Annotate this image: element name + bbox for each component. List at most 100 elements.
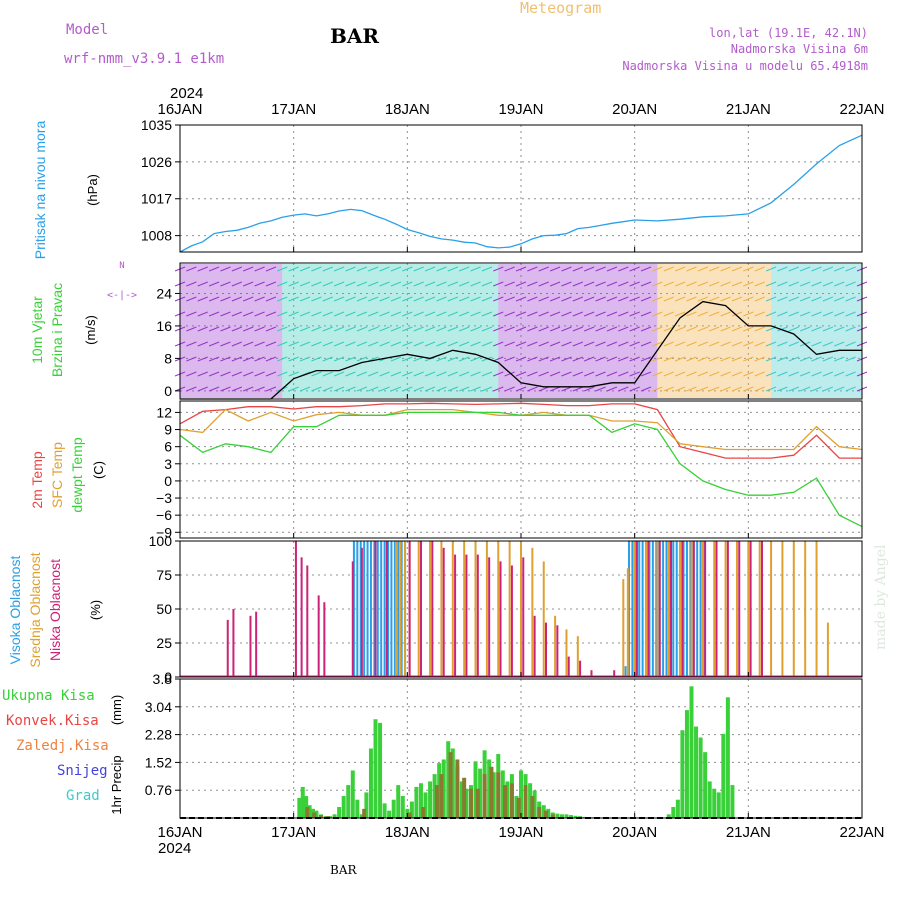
cloud-bar <box>672 541 675 677</box>
wind-barb <box>436 371 447 377</box>
wind-barb <box>686 386 697 392</box>
wind-barb <box>640 356 652 362</box>
cloud-bar <box>631 541 634 677</box>
wind-barb <box>243 266 254 272</box>
cloud-bar <box>681 541 684 677</box>
wind-barb <box>288 326 299 332</box>
cloud-bar <box>655 541 658 677</box>
wind-barb <box>243 356 254 362</box>
wind-barb <box>288 311 299 317</box>
wind-barb <box>538 281 549 287</box>
wind-barb <box>538 326 549 332</box>
station-title: BAR <box>330 24 379 48</box>
wind-barb <box>481 371 493 377</box>
precip-bar <box>550 814 555 818</box>
cloud-bar <box>352 541 355 677</box>
wind-barb <box>731 326 743 332</box>
cloud-ylabel: Visoka Oblacnost <box>7 556 23 665</box>
precip-bar <box>694 726 699 818</box>
wind-barb <box>379 296 390 302</box>
wind-barb <box>799 266 811 272</box>
wind-barb <box>322 296 333 302</box>
precip-bar <box>532 790 537 818</box>
wind-barb <box>527 266 538 272</box>
precip-bar <box>519 770 523 818</box>
y-tick-label: 6 <box>164 439 172 455</box>
wind-barb <box>515 356 527 362</box>
precip-bar <box>382 803 387 818</box>
cloud-bar <box>758 541 761 677</box>
wind-barb <box>504 386 515 392</box>
wind-barb <box>493 281 504 287</box>
wind-barb <box>674 341 686 347</box>
wind-barb <box>788 371 799 377</box>
cloud-bar <box>576 636 579 677</box>
wind-barb <box>231 386 243 392</box>
precip-bar <box>707 781 712 818</box>
wind-barb <box>652 341 663 347</box>
wind-barb <box>379 281 390 287</box>
wind-barb <box>299 311 311 317</box>
wind-barb <box>368 341 379 347</box>
cloud-bar <box>232 609 235 677</box>
precip-bar <box>496 772 501 818</box>
precip-bar <box>318 815 323 818</box>
y-tick-label: 100 <box>149 533 173 549</box>
wind-barb <box>243 311 254 317</box>
wind-speed-line <box>180 300 862 400</box>
wind-barb <box>743 311 754 317</box>
precip-bar <box>468 788 473 818</box>
cloud-bar <box>613 670 616 677</box>
wind-barb <box>618 341 629 347</box>
cloud-bar <box>704 541 707 677</box>
cloud-bar <box>510 565 513 677</box>
cloud-bar <box>792 541 795 677</box>
wind-barb <box>220 371 231 377</box>
wind-barb <box>731 341 743 347</box>
precip-bar <box>514 796 519 818</box>
precip-bar <box>307 805 312 818</box>
wind-barb <box>493 371 504 377</box>
wind-barb <box>572 296 584 302</box>
precip-bar <box>489 766 494 818</box>
wind-barb <box>595 281 606 287</box>
wind-barb <box>220 386 231 392</box>
cloud-bar <box>306 565 309 677</box>
wind-barb <box>663 296 674 302</box>
wind-barb <box>777 371 788 377</box>
wind-barb <box>640 326 652 332</box>
wind-barb <box>618 326 629 332</box>
wind-barb <box>686 371 697 377</box>
wind-barb <box>515 326 527 332</box>
precip-bar <box>698 737 703 818</box>
wind-barb <box>811 371 822 377</box>
cloud-bar <box>699 541 702 677</box>
wind-barb <box>322 326 333 332</box>
wind-barb <box>754 311 765 317</box>
cloud-bar <box>488 557 491 677</box>
y-tick-label: 12 <box>156 404 172 420</box>
wind-barb <box>765 356 777 362</box>
wind-barb <box>504 341 515 347</box>
wind-barb <box>265 326 277 332</box>
wind-barb <box>538 386 549 392</box>
wind-barb <box>322 341 333 347</box>
cloud-bar <box>735 541 738 677</box>
wind-barb <box>538 311 549 317</box>
cloud-bar <box>682 541 685 677</box>
precip-bar <box>332 814 337 818</box>
wind-barb <box>208 386 220 392</box>
wind-barb <box>640 281 652 287</box>
wind-barb <box>504 266 515 272</box>
wind-barb <box>458 371 470 377</box>
wind-barb <box>549 281 561 287</box>
wind-barb <box>345 356 356 362</box>
y-tick-label: 24 <box>156 285 172 301</box>
wind-barb <box>208 356 220 362</box>
wind-barb <box>788 341 799 347</box>
wind-barb <box>447 296 458 302</box>
wind-barb <box>595 311 606 317</box>
wind-barb <box>618 356 629 362</box>
wind-barb <box>379 311 390 317</box>
y-tick-label: 9 <box>164 422 172 438</box>
